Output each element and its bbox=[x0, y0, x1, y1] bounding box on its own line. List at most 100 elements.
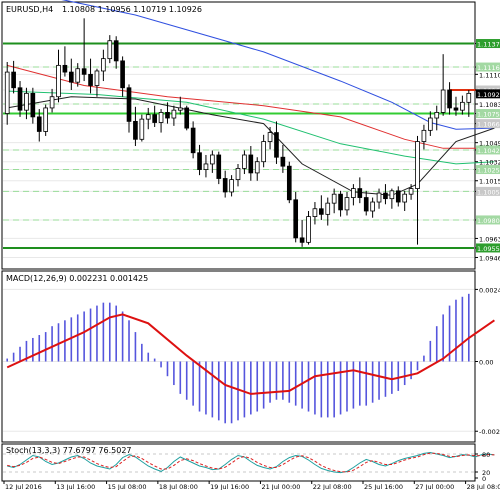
candle-body bbox=[222, 178, 228, 193]
candle-body bbox=[197, 152, 202, 170]
macd-bar bbox=[141, 343, 143, 362]
candle-body bbox=[254, 161, 260, 174]
candle-body bbox=[158, 112, 164, 123]
macd-signal bbox=[6, 313, 495, 395]
candle-body bbox=[152, 114, 157, 123]
candle-body bbox=[133, 120, 138, 140]
price-tag-label: 1.10055 bbox=[477, 188, 500, 196]
candle-body bbox=[453, 107, 459, 111]
macd-bar bbox=[282, 361, 284, 400]
date-tick-label: 18 Jul 08:00 bbox=[159, 483, 198, 490]
date-tick-label: 27 Jul 00:00 bbox=[415, 483, 454, 490]
macd-bar bbox=[19, 346, 21, 362]
macd-bar bbox=[237, 361, 239, 421]
macd-bar bbox=[250, 361, 252, 415]
macd-bar bbox=[32, 337, 34, 362]
candle-body bbox=[107, 40, 113, 60]
macd-bar bbox=[230, 361, 233, 424]
candle-body bbox=[376, 192, 382, 203]
candle-body bbox=[460, 101, 465, 111]
macd-bar bbox=[198, 361, 201, 412]
candle-body bbox=[235, 168, 241, 181]
macd-bar bbox=[96, 305, 98, 362]
macd-bar bbox=[76, 314, 79, 362]
candle-body bbox=[81, 68, 87, 75]
moving-average-line bbox=[7, 64, 495, 149]
candle-body bbox=[145, 114, 151, 120]
macd-bar bbox=[384, 361, 387, 397]
macd-bar bbox=[448, 305, 451, 362]
candle-body bbox=[466, 92, 472, 103]
macd-bar bbox=[173, 361, 175, 386]
macd-bar bbox=[166, 361, 169, 377]
macd-bar bbox=[423, 355, 425, 362]
stoch-grid bbox=[3, 453, 474, 473]
price-tick-label: 1.11100 bbox=[479, 71, 500, 79]
stoch-label: Stoch(13,3,3) 77.6797 76.5027 bbox=[6, 446, 132, 455]
candle-body bbox=[75, 68, 81, 83]
candle-body bbox=[383, 192, 388, 200]
candle-body bbox=[216, 154, 222, 179]
macd-bar bbox=[153, 358, 156, 362]
macd-bar bbox=[6, 358, 9, 362]
candle-body bbox=[113, 40, 119, 62]
macd-bar bbox=[115, 305, 117, 362]
price-tag-label: 1.10660 bbox=[477, 121, 500, 129]
macd-bar bbox=[403, 361, 406, 386]
macd-bar bbox=[275, 361, 278, 400]
macd-bar bbox=[224, 361, 226, 424]
price-tick-label: 1.09465 bbox=[479, 254, 500, 262]
price-tag bbox=[476, 186, 500, 196]
macd-bar bbox=[416, 361, 419, 371]
date-tick-label: 15 Jul 08:00 bbox=[108, 483, 147, 490]
macd-bar bbox=[256, 361, 259, 412]
candle-body bbox=[280, 156, 286, 167]
price-tag bbox=[476, 165, 500, 175]
macd-bar bbox=[211, 361, 214, 418]
candle-body bbox=[184, 107, 190, 129]
candle-body bbox=[229, 179, 234, 193]
price-tag-label: 1.11165 bbox=[477, 64, 500, 72]
candle-body bbox=[325, 202, 331, 215]
macd-bar bbox=[269, 361, 271, 403]
macd-bar bbox=[121, 311, 124, 362]
candle-body bbox=[62, 64, 68, 73]
stoch-lines bbox=[7, 451, 495, 474]
macd-bar bbox=[192, 361, 194, 406]
candle-body bbox=[389, 190, 395, 200]
price-tag bbox=[476, 39, 500, 49]
macd-bar bbox=[391, 361, 393, 394]
candle-body bbox=[299, 237, 305, 243]
stoch-line bbox=[7, 451, 495, 474]
stoch-tick-label: 80 bbox=[482, 451, 490, 459]
date-tick-label: 13 Jul 16:00 bbox=[56, 483, 95, 490]
price-tick-label: 1.10150 bbox=[479, 178, 500, 186]
price-tag-label: 1.09800 bbox=[477, 217, 500, 225]
macd-tick-label: -0.002372 bbox=[479, 428, 500, 436]
candle-body bbox=[120, 60, 125, 89]
price-axis-labels: 1.113751.111651.111001.109601.108351.107… bbox=[475, 39, 500, 262]
candle-body bbox=[286, 165, 292, 201]
macd-bar bbox=[44, 332, 47, 362]
macd-bar bbox=[243, 361, 246, 418]
candle-body bbox=[36, 116, 42, 132]
macd-label: MACD(12,26,9) 0.002231 0.001425 bbox=[6, 274, 148, 283]
macd-bar bbox=[461, 296, 464, 362]
candle-body bbox=[408, 188, 414, 195]
candle-body bbox=[17, 87, 23, 111]
macd-bar bbox=[108, 302, 111, 362]
macd-bar bbox=[397, 361, 400, 391]
macd-bar bbox=[371, 361, 374, 403]
date-tick-label: 21 Jul 00:00 bbox=[261, 483, 300, 490]
macd-bar bbox=[51, 326, 53, 362]
candle-body bbox=[319, 208, 324, 215]
candle-body bbox=[30, 92, 36, 118]
macd-bar bbox=[89, 308, 92, 362]
macd-bar bbox=[410, 361, 412, 380]
candle-body bbox=[165, 112, 170, 119]
stoch-tick-label: 20 bbox=[482, 469, 490, 477]
macd-bar bbox=[314, 361, 316, 415]
macd-bar bbox=[205, 361, 207, 415]
macd-bar bbox=[467, 293, 470, 362]
date-axis: 12 Jul 2016 13 Jul 16:00 15 Jul 08:00 18 Ju… bbox=[3, 481, 500, 490]
